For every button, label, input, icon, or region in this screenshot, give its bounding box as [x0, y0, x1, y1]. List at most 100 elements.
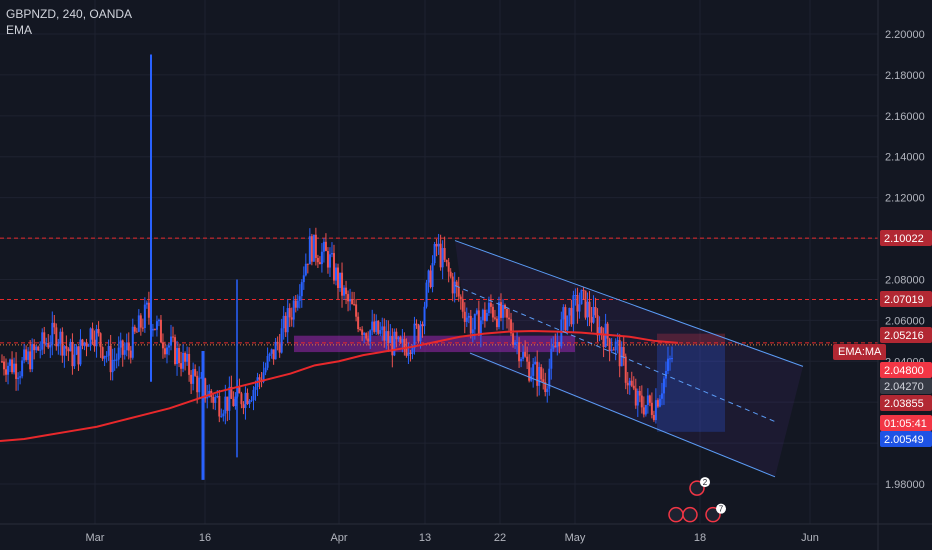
candle-body	[3, 361, 6, 370]
candle-body	[302, 275, 305, 283]
price-tag-gray	[880, 378, 932, 394]
symbol-title[interactable]: GBPNZD, 240, OANDA	[6, 7, 133, 21]
candle-body	[109, 346, 112, 373]
price-tick-label: 2.14000	[885, 152, 925, 164]
candle-body	[280, 328, 283, 353]
candle-body	[572, 295, 575, 325]
candle-body	[21, 360, 24, 377]
candle-body	[568, 307, 571, 316]
price-axis[interactable]	[878, 0, 932, 550]
channel-lower-line[interactable]	[469, 352, 776, 478]
candle-body	[387, 331, 390, 344]
candle-body	[312, 234, 315, 262]
candle-body	[411, 348, 414, 354]
candle-body	[586, 301, 589, 318]
candle-body	[196, 375, 199, 393]
candle-body	[560, 319, 563, 347]
candle-body	[532, 364, 535, 376]
candle-body	[107, 346, 110, 356]
candle-body	[264, 367, 267, 373]
event-marker-icon[interactable]	[705, 506, 721, 523]
candle-body	[314, 234, 317, 258]
candle-body	[427, 270, 430, 283]
candle-body	[614, 341, 617, 351]
candle-body	[7, 365, 10, 375]
candle-body	[510, 319, 513, 334]
candle-body	[5, 369, 8, 375]
candle-body	[600, 327, 603, 335]
candle-body	[596, 315, 599, 336]
candle-body	[558, 341, 561, 347]
candle-body	[103, 355, 106, 359]
candle-body	[139, 315, 142, 328]
price-tag-text: 01:05:41	[884, 418, 927, 430]
candle-body	[375, 320, 378, 332]
event-marker-icon[interactable]	[668, 506, 684, 523]
candle-body	[654, 400, 657, 421]
price-tag-text: 2.04270	[884, 381, 924, 393]
candle-body	[212, 396, 215, 403]
candle-body	[174, 337, 177, 365]
candle-body	[357, 316, 360, 330]
candle-body	[153, 328, 156, 330]
candle-body	[300, 282, 303, 297]
candle-body	[443, 248, 446, 260]
candle-body	[165, 347, 168, 355]
candle-body	[97, 328, 100, 334]
price-tick-label: 2.18000	[885, 70, 925, 82]
candle-body	[286, 308, 289, 333]
candle-body	[431, 263, 434, 288]
candle-body	[95, 328, 98, 347]
event-count-text: 7	[719, 505, 724, 514]
event-marker-icon[interactable]	[682, 506, 698, 523]
candle-body	[365, 333, 368, 339]
candle-body	[556, 341, 559, 348]
candle-body	[489, 302, 492, 307]
candle-body	[662, 378, 665, 394]
candle-body	[499, 302, 502, 318]
candle-body	[151, 328, 154, 331]
candle-body	[626, 382, 629, 386]
candle-body	[471, 329, 474, 334]
candle-body	[520, 358, 523, 362]
candle-body	[566, 315, 569, 331]
candle-body	[542, 379, 545, 383]
candle-body	[254, 386, 257, 390]
candle-body	[393, 331, 396, 356]
candle-body	[650, 402, 653, 415]
candle-body	[214, 397, 217, 403]
candle-body	[55, 327, 58, 347]
candle-body	[67, 348, 70, 352]
position-stop-zone[interactable]	[657, 333, 725, 345]
price-tick-label: 2.12000	[885, 193, 925, 205]
candle-body	[25, 349, 28, 360]
candle-body	[238, 387, 241, 394]
channel-upper-line[interactable]	[454, 240, 804, 367]
candle-body	[306, 263, 309, 265]
candle-body	[91, 328, 94, 340]
channel-mid-line[interactable]	[454, 285, 776, 423]
candle-body	[612, 349, 615, 351]
candle-body	[423, 306, 426, 327]
candle-body	[524, 351, 527, 357]
candle-body	[248, 400, 251, 404]
price-tick-label: 2.08000	[885, 274, 925, 286]
candle-body	[401, 338, 404, 343]
candle-body	[495, 318, 498, 328]
candle-body	[347, 294, 350, 302]
candle-body	[578, 304, 581, 312]
candle-body	[343, 287, 346, 296]
candle-body	[512, 333, 515, 345]
candle-body	[419, 324, 422, 342]
time-tick-label: Jun	[801, 532, 819, 544]
event-count-text: 2	[703, 478, 708, 487]
candle-body	[129, 350, 132, 358]
candle-body	[324, 241, 327, 252]
candle-body	[53, 322, 56, 328]
indicator-label[interactable]: EMA	[6, 23, 33, 37]
candle-body	[35, 346, 38, 351]
event-marker-icon[interactable]	[689, 480, 705, 496]
candle-body	[451, 276, 454, 294]
price-tag-level	[880, 230, 932, 246]
